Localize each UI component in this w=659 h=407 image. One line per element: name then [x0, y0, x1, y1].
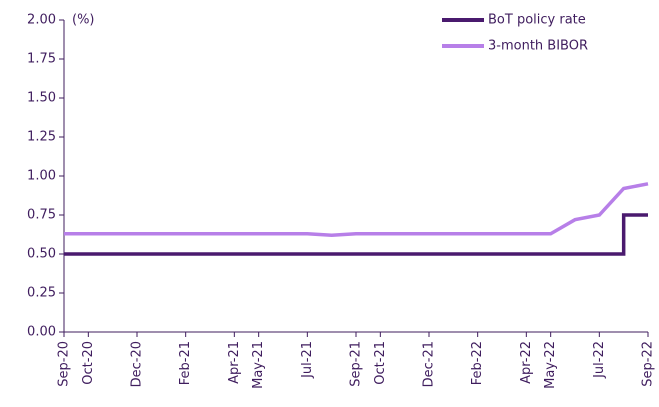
y-tick-label: 0.50	[27, 247, 56, 262]
x-tick-label: Jul-21	[300, 341, 315, 379]
x-tick-label: Apr-22	[519, 341, 534, 384]
legend-label: BoT policy rate	[488, 13, 586, 28]
x-tick-label: Feb-22	[470, 341, 485, 385]
y-tick-label: 0.00	[27, 325, 56, 340]
x-tick-label: Sep-22	[641, 341, 656, 387]
series-line	[64, 213, 648, 256]
y-tick-label: 0.25	[27, 286, 56, 301]
y-tick-label: 1.00	[27, 169, 56, 184]
x-tick-label: Oct-20	[81, 341, 96, 385]
legend-label: 3-month BIBOR	[488, 39, 588, 54]
y-tick-label: 1.25	[27, 130, 56, 145]
x-tick-label: May-21	[251, 341, 266, 389]
x-tick-label: May-22	[543, 341, 558, 389]
x-tick-label: Sep-21	[349, 341, 364, 387]
x-tick-label: Oct-21	[373, 341, 388, 385]
x-tick-label: Sep-20	[57, 341, 72, 387]
x-tick-label: Dec-21	[422, 341, 437, 387]
x-tick-label: Dec-20	[130, 341, 145, 387]
x-tick-label: Jul-22	[592, 341, 607, 379]
y-tick-label: 2.00	[27, 13, 56, 28]
y-tick-label: 1.75	[27, 52, 56, 67]
y-unit-label: (%)	[72, 13, 95, 28]
x-tick-label: Feb-21	[178, 341, 193, 385]
y-tick-label: 0.75	[27, 208, 56, 223]
y-tick-label: 1.50	[27, 91, 56, 106]
series-line	[64, 182, 649, 238]
x-tick-label: Apr-21	[227, 341, 242, 384]
